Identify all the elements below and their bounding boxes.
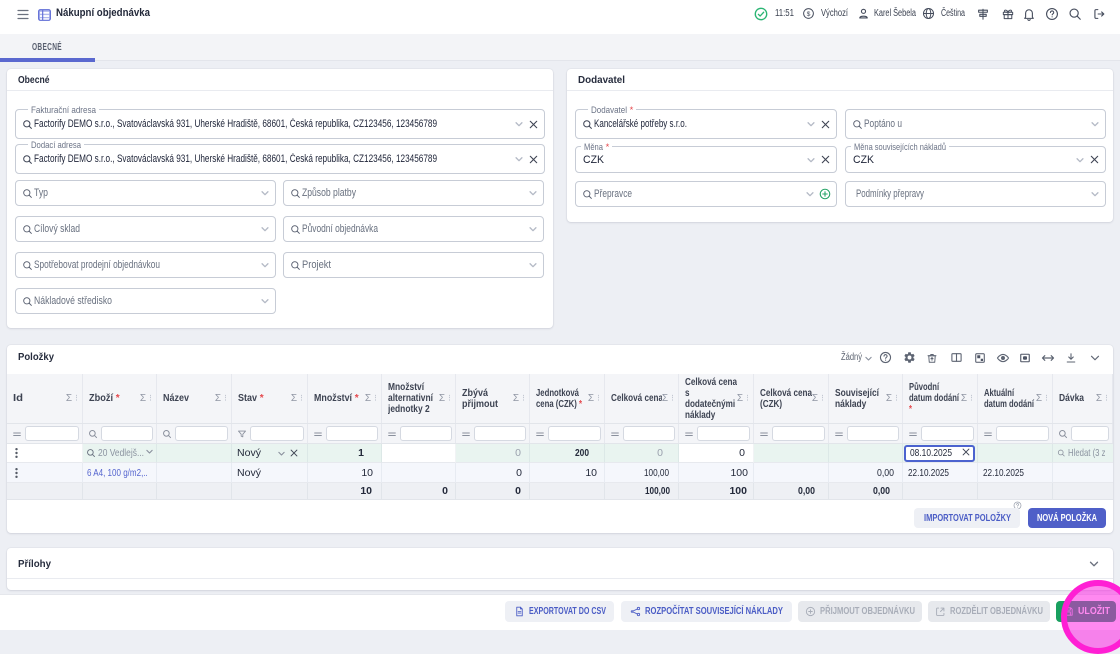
svg-text:$: $ [807, 11, 811, 18]
